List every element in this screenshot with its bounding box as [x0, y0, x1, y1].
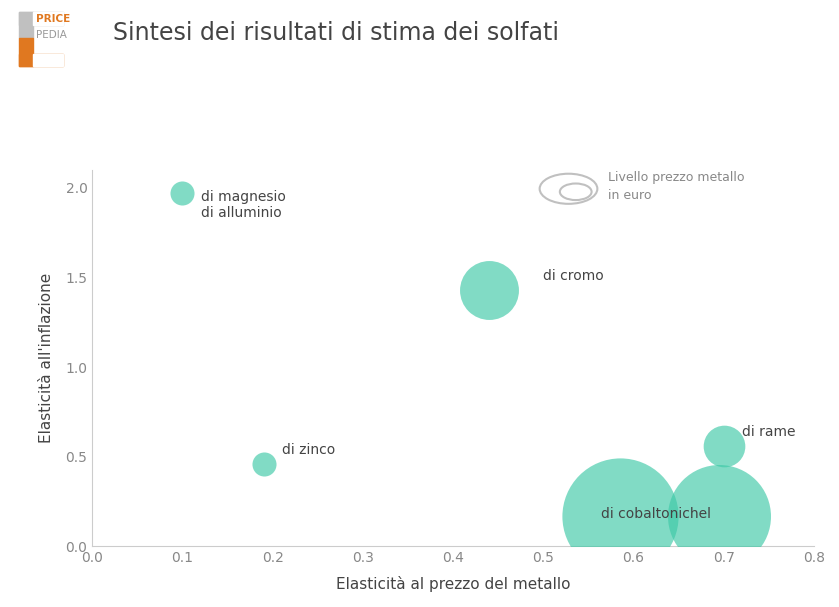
- Text: Livello prezzo metallo
in euro: Livello prezzo metallo in euro: [608, 171, 745, 202]
- Point: [712, 511, 726, 521]
- Point: [613, 511, 627, 521]
- Text: di cobaltonichel: di cobaltonichel: [601, 507, 711, 521]
- Text: di rame: di rame: [742, 425, 795, 439]
- Text: di cromo: di cromo: [543, 269, 604, 283]
- Bar: [19, 12, 63, 25]
- Point: [482, 285, 496, 295]
- Bar: [19, 38, 34, 66]
- Text: PRICE: PRICE: [36, 14, 70, 24]
- Bar: [19, 12, 34, 38]
- Point: [717, 441, 730, 451]
- Y-axis label: Elasticità all'inflazione: Elasticità all'inflazione: [39, 273, 55, 443]
- Bar: [19, 54, 63, 66]
- Text: di zinco: di zinco: [282, 443, 335, 456]
- Point: [257, 459, 270, 469]
- Point: [176, 188, 190, 198]
- Text: PEDIA: PEDIA: [36, 30, 66, 39]
- Bar: [34, 12, 63, 25]
- Text: di magnesio
di alluminio: di magnesio di alluminio: [201, 189, 285, 220]
- Bar: [34, 54, 63, 66]
- Text: Sintesi dei risultati di stima dei solfati: Sintesi dei risultati di stima dei solfa…: [113, 21, 560, 46]
- X-axis label: Elasticità al prezzo del metallo: Elasticità al prezzo del metallo: [336, 576, 571, 592]
